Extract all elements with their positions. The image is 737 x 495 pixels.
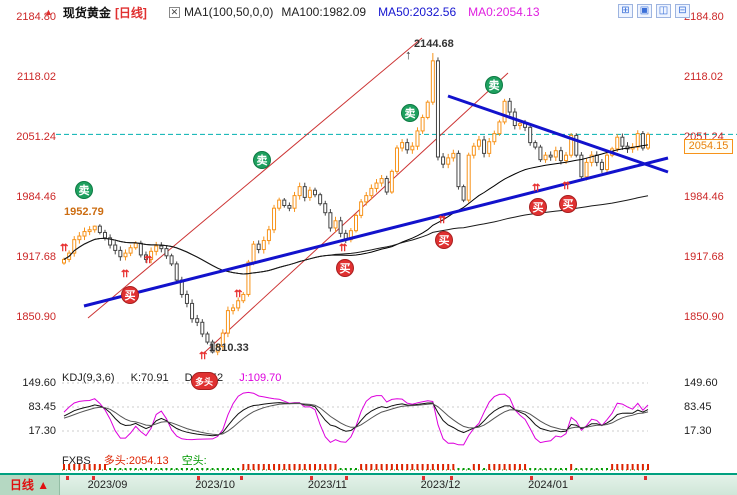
bottom-signal-tick (240, 476, 243, 480)
kline-app-icon: ▲ (44, 7, 53, 17)
x-axis-date-label: 2023/10 (195, 479, 235, 491)
period-tab[interactable]: 日线 ▲ (0, 475, 60, 495)
bottom-signal-tick (422, 476, 425, 480)
fxbs-title[interactable]: FXBS (62, 455, 91, 467)
time-axis-bar: 日线 ▲ 2023/09 2023/10 2023/11 2023/12 2024/01 (0, 473, 737, 495)
bottom-signal-tick (345, 476, 348, 480)
layout-split-horizontal-icon[interactable]: ◫ (656, 4, 671, 18)
kdj-indicator-header: KDJ(9,3,6) K:70.91 D:51.52 J:109.70 (62, 372, 281, 384)
ma0-value: MA0:2054.13 (468, 5, 540, 19)
x-axis-date-label: 2023/12 (420, 479, 461, 491)
x-axis-date-label: 2023/11 (307, 479, 347, 491)
kdj-d-value: D:51.52 (184, 372, 224, 384)
fxbs-indicator-header: FXBS 多头:2054.13 空头: (62, 452, 207, 468)
layout-single-icon[interactable]: ▣ (637, 4, 652, 18)
symbol-title: 现货黄金 (62, 5, 111, 20)
chart-header: ▲ 现货黄金 [日线] ✕ MA1(100,50,0,0) MA100:1982… (0, 3, 737, 21)
x-axis-date-label: 2024/01 (528, 479, 568, 491)
ma100-value: MA100:1982.09 (281, 5, 367, 19)
ma50-value: MA50:2032.56 (378, 5, 457, 19)
x-axis-date-label: 2023/09 (87, 479, 128, 491)
kdj-k-value: K:70.91 (130, 372, 169, 384)
chart-layout-toolbar: ⊞ ▣ ◫ ⊟ (618, 4, 690, 18)
bottom-signal-tick (570, 476, 573, 480)
ma-settings-label[interactable]: MA1(100,50,0,0) (183, 5, 274, 19)
period-label: [日线] (114, 5, 147, 20)
bottom-signal-tick (66, 476, 69, 480)
layout-split-vertical-icon[interactable]: ⊟ (675, 4, 690, 18)
chevron-up-icon: ▲ (37, 478, 50, 492)
price-chart-canvas[interactable] (0, 0, 737, 474)
bottom-signal-tick (450, 476, 453, 480)
bottom-signal-tick (197, 476, 200, 480)
ma-checkbox[interactable]: ✕ (168, 6, 180, 18)
bottom-signal-tick (92, 476, 95, 480)
period-tab-label: 日线 (9, 478, 34, 492)
current-price-tag: 2054.15 (684, 139, 733, 154)
kdj-j-value: J:109.70 (239, 372, 282, 384)
layout-grid-icon[interactable]: ⊞ (618, 4, 633, 18)
bottom-signal-tick (310, 476, 313, 480)
bottom-signal-tick (530, 476, 533, 480)
bottom-signal-tick (644, 476, 647, 480)
fxbs-bull-value: 多头:2054.13 (103, 455, 169, 467)
fxbs-bear-value: 空头: (181, 455, 207, 467)
kdj-title[interactable]: KDJ(9,3,6) (62, 372, 115, 384)
